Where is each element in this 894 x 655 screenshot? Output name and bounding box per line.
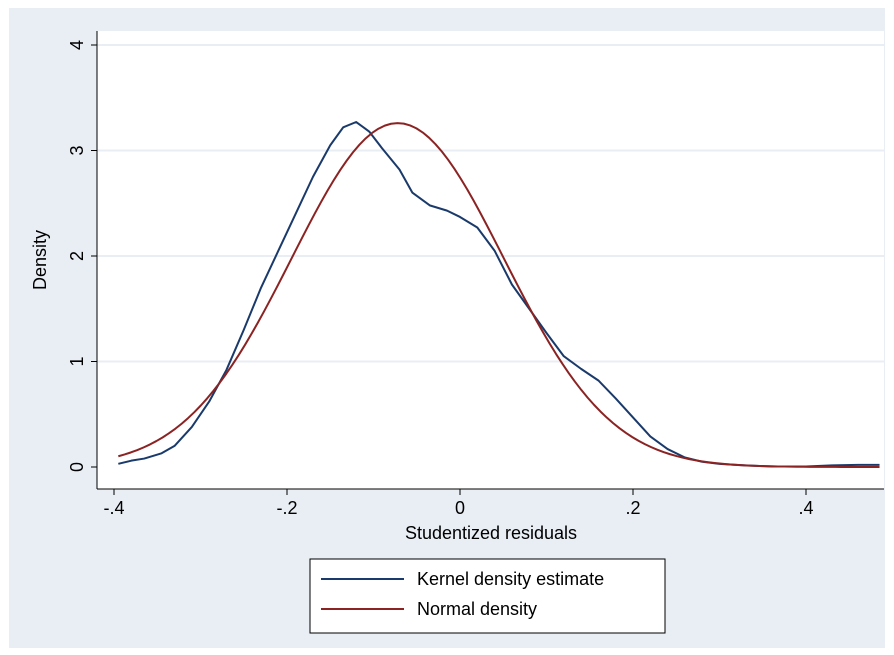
- legend: Kernel density estimate Normal density: [309, 558, 666, 634]
- x-axis-title: Studentized residuals: [405, 523, 577, 543]
- x-ticks: -.4 -.2 0 .2 .4: [103, 489, 814, 518]
- y-tick-label: 4: [67, 40, 87, 50]
- plot-area: [97, 31, 884, 489]
- x-tick-label: 0: [455, 498, 465, 518]
- y-ticks: 0 1 2 3 4: [67, 40, 97, 472]
- x-tick-label: .4: [798, 498, 813, 518]
- normal-series-line: [118, 122, 880, 468]
- legend-label-kde: Kernel density estimate: [417, 569, 604, 589]
- y-tick-label: 2: [67, 251, 87, 261]
- gridlines: [97, 44, 884, 363]
- y-tick-label: 3: [67, 145, 87, 155]
- legend-box: [309, 558, 666, 634]
- y-axis-title: Density: [30, 230, 50, 290]
- y-tick-label: 1: [67, 356, 87, 366]
- x-tick-label: -.4: [103, 498, 124, 518]
- legend-label-normal: Normal density: [417, 599, 537, 619]
- x-tick-label: -.2: [276, 498, 297, 518]
- y-tick-label: 0: [67, 462, 87, 472]
- x-tick-label: .2: [625, 498, 640, 518]
- series-layer: [118, 121, 880, 468]
